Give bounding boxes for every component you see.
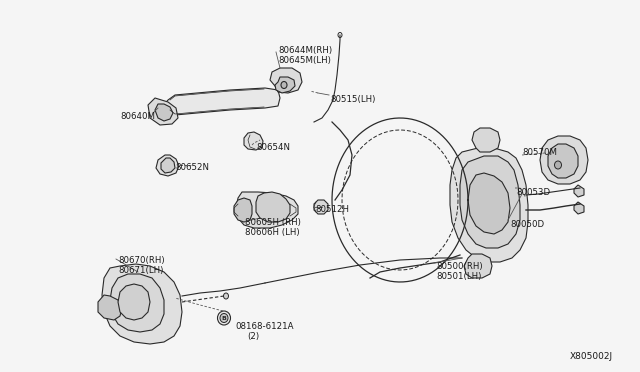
Polygon shape (118, 284, 150, 320)
Text: 80670(RH): 80670(RH) (118, 256, 164, 265)
Text: 80652N: 80652N (175, 163, 209, 172)
Ellipse shape (554, 161, 561, 169)
Polygon shape (275, 77, 295, 93)
Polygon shape (460, 156, 520, 248)
Polygon shape (244, 132, 263, 150)
Ellipse shape (281, 81, 287, 89)
Ellipse shape (218, 311, 230, 325)
Text: 80570M: 80570M (522, 148, 557, 157)
Text: X805002J: X805002J (570, 352, 613, 361)
Polygon shape (270, 68, 302, 93)
Polygon shape (102, 264, 182, 344)
Text: 80644M(RH): 80644M(RH) (278, 46, 332, 55)
Polygon shape (163, 88, 280, 115)
Ellipse shape (220, 314, 228, 323)
Polygon shape (161, 158, 175, 173)
Polygon shape (110, 274, 164, 332)
Text: 80645M(LH): 80645M(LH) (278, 56, 331, 65)
Text: 80501(LH): 80501(LH) (436, 272, 481, 281)
Text: 80640M: 80640M (120, 112, 155, 121)
Text: 80606H (LH): 80606H (LH) (245, 228, 300, 237)
Text: (2): (2) (247, 332, 259, 341)
Polygon shape (234, 198, 252, 222)
Polygon shape (472, 128, 500, 152)
Text: 80605H (RH): 80605H (RH) (245, 218, 301, 227)
Text: 80500(RH): 80500(RH) (436, 262, 483, 271)
Polygon shape (574, 185, 584, 197)
Text: 80053D: 80053D (516, 188, 550, 197)
Polygon shape (574, 202, 584, 214)
Polygon shape (98, 295, 122, 320)
Text: 80515(LH): 80515(LH) (330, 95, 376, 104)
Polygon shape (148, 98, 178, 125)
Polygon shape (314, 200, 328, 214)
Text: 80512H: 80512H (315, 205, 349, 214)
Polygon shape (155, 104, 173, 121)
Ellipse shape (338, 32, 342, 38)
Text: 80671(LH): 80671(LH) (118, 266, 163, 275)
Polygon shape (236, 192, 298, 228)
Polygon shape (540, 136, 588, 184)
Polygon shape (450, 148, 528, 262)
Polygon shape (256, 192, 290, 222)
Polygon shape (156, 155, 179, 176)
Text: 08168-6121A: 08168-6121A (235, 322, 294, 331)
Text: 80050D: 80050D (510, 220, 544, 229)
Polygon shape (548, 144, 578, 178)
Polygon shape (468, 173, 510, 234)
Ellipse shape (223, 293, 228, 299)
Text: B: B (221, 315, 226, 321)
Text: 80654N: 80654N (256, 143, 290, 152)
Polygon shape (464, 254, 492, 278)
